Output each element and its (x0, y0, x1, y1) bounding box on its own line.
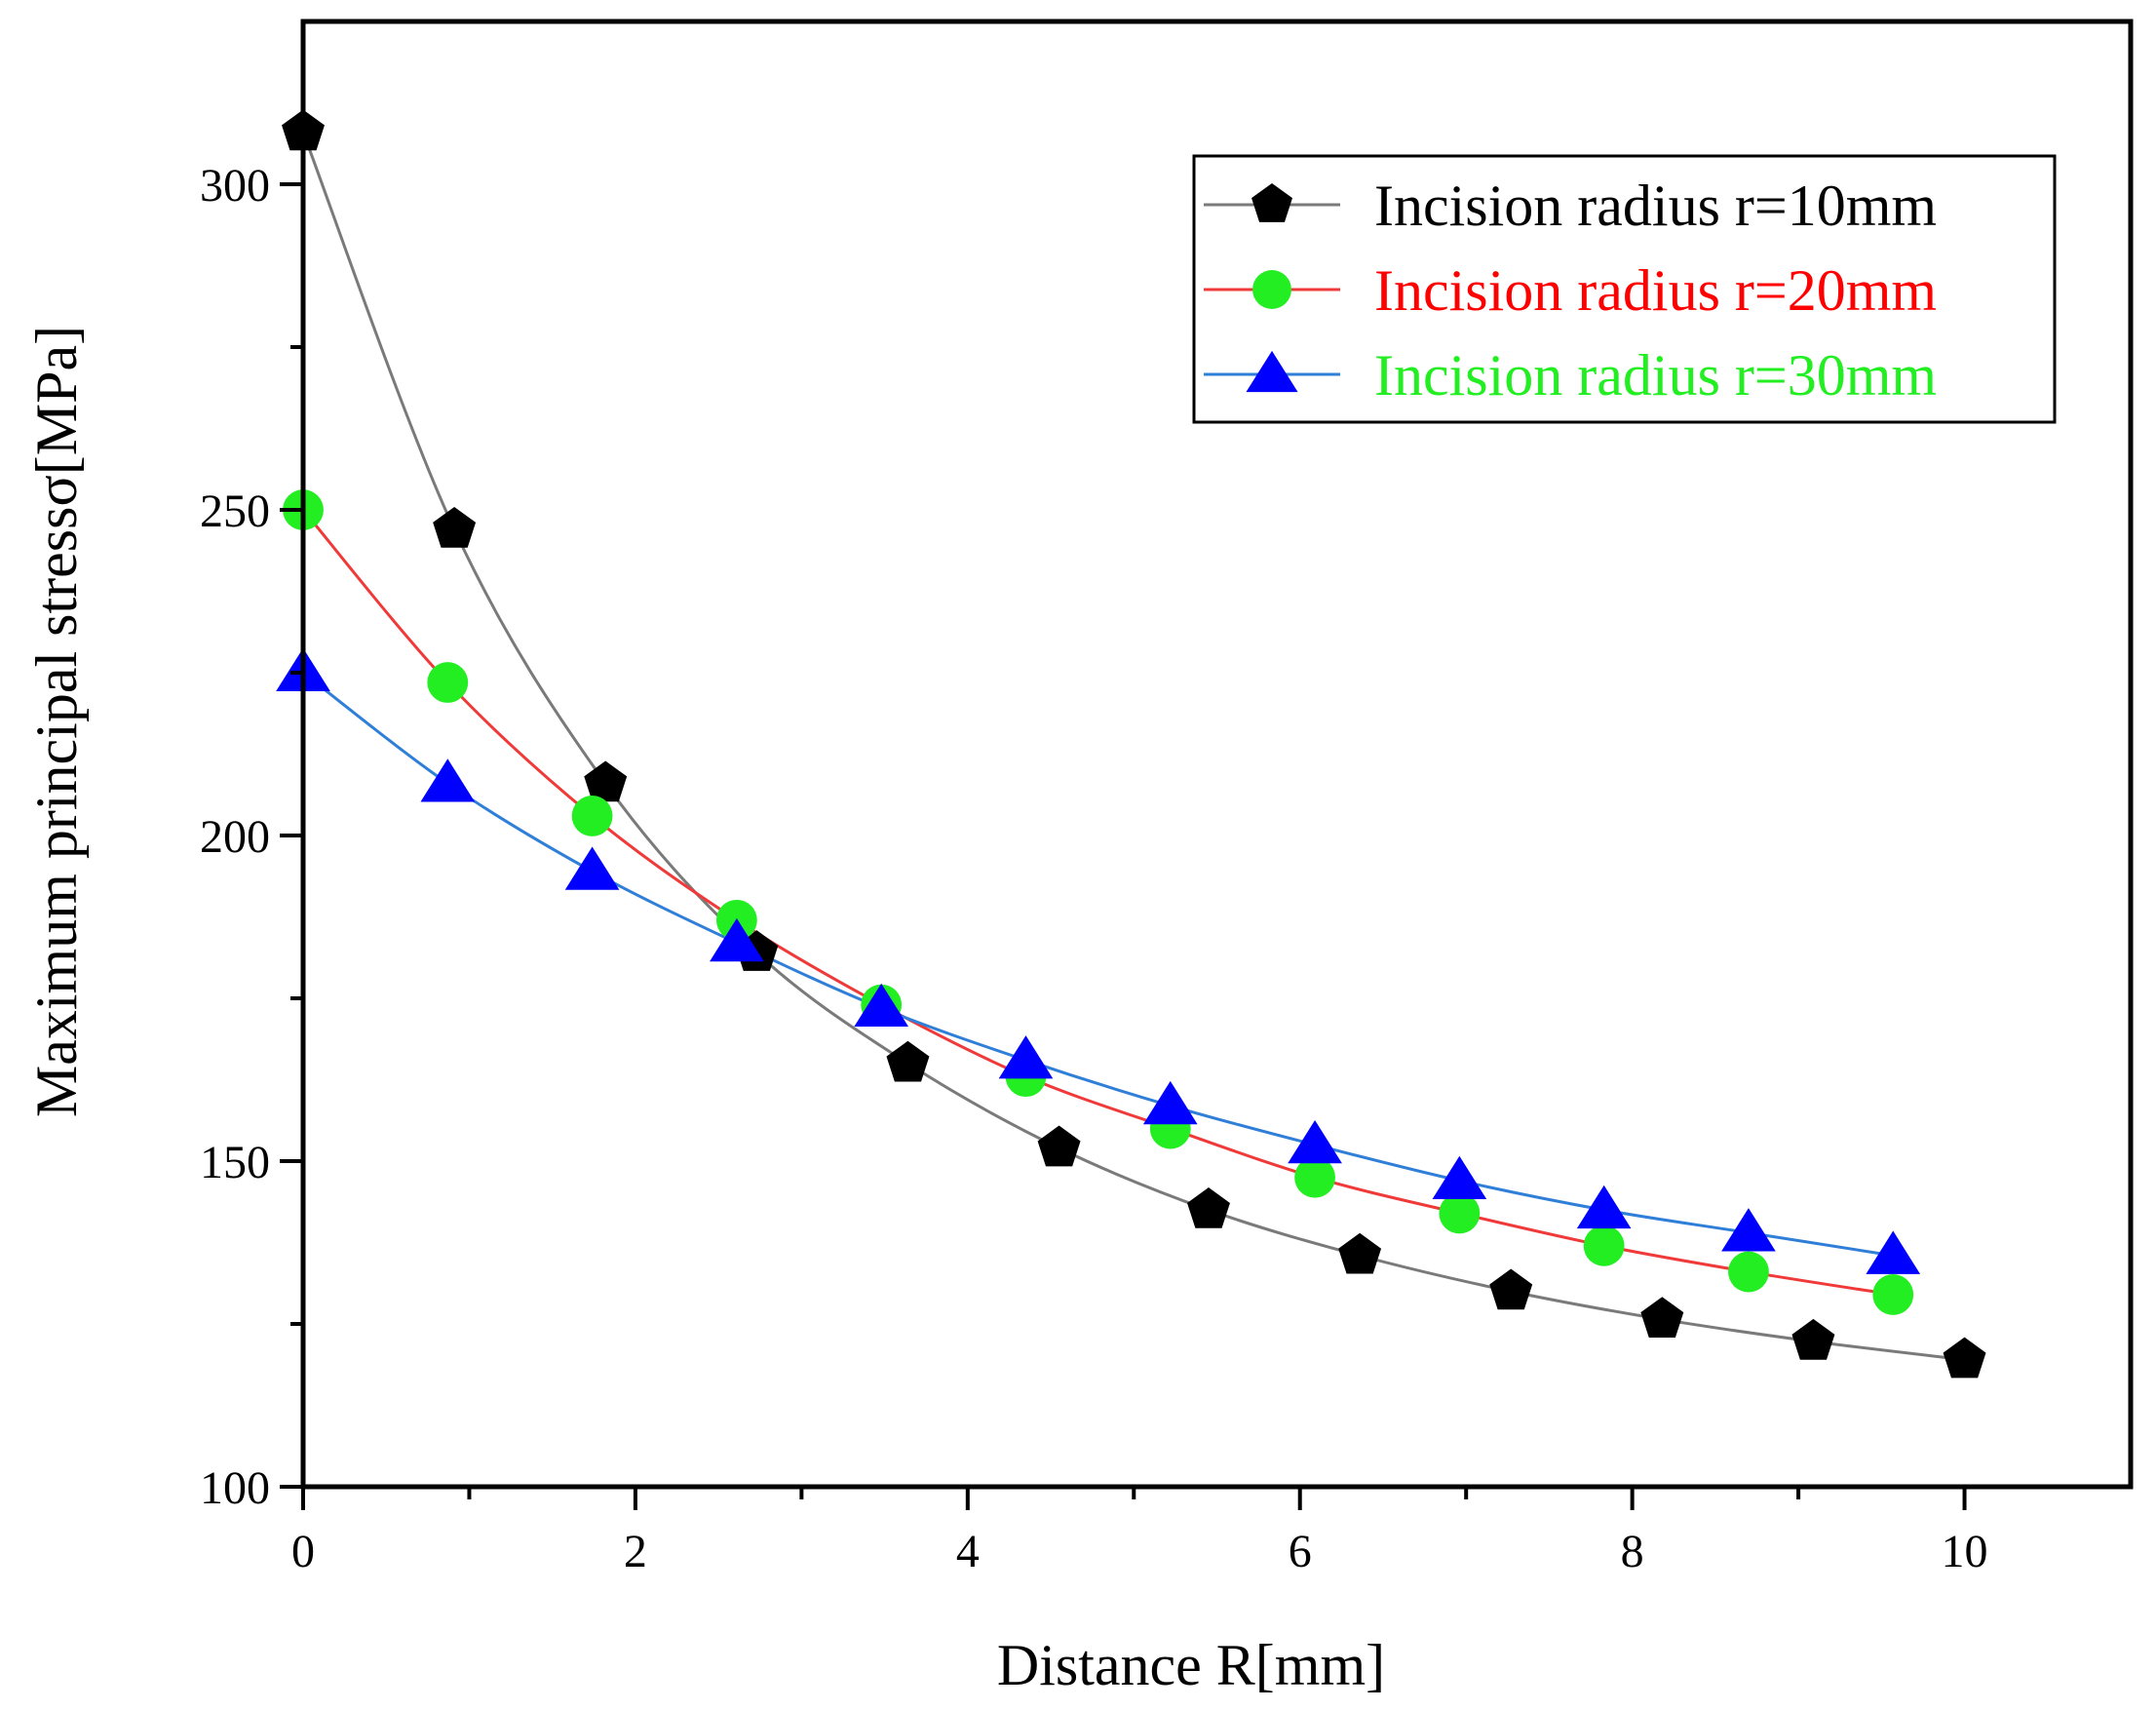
series-3-point (1866, 1230, 1921, 1274)
series-2-point (1439, 1192, 1481, 1234)
legend: Incision radius r=10mm Incision radius r=… (1192, 154, 2057, 424)
legend-label-1: Incision radius r=10mm (1374, 174, 1937, 238)
series-3-point (1432, 1155, 1487, 1200)
series-3-point (1288, 1120, 1342, 1164)
series-1-point (1489, 1268, 1533, 1310)
x-tick-label: 6 (1289, 1526, 1312, 1577)
y-tick-label: 100 (200, 1462, 270, 1514)
series-3-point (854, 983, 909, 1027)
series-3-point (1576, 1185, 1632, 1229)
y-tick-label: 250 (200, 486, 270, 537)
y-tick-label: 200 (200, 811, 270, 863)
series-2-point (1583, 1224, 1625, 1266)
legend-label-2: Incision radius r=20mm (1374, 258, 1937, 323)
axis-tick-labels: 0 2 4 6 8 10 100 150 200 250 300 (200, 160, 1988, 1577)
series-3-point (998, 1035, 1054, 1079)
series-3-point (420, 758, 476, 802)
series-2-point (571, 796, 613, 836)
series-1-point (584, 760, 628, 802)
series-3-point (1721, 1208, 1776, 1252)
series-3-point (1142, 1080, 1198, 1125)
series-1-point (1187, 1187, 1230, 1228)
x-tick-label: 4 (956, 1526, 980, 1577)
series-3-point (564, 846, 620, 890)
series-1-point (433, 506, 477, 548)
series-3-line (302, 671, 1894, 1258)
plot-area-frame (300, 19, 2134, 1490)
x-tick-label: 10 (1942, 1526, 1988, 1577)
y-axis-title: Maximum principal stressσ[MPa] (24, 326, 89, 1117)
x-axis-title: Distance R[mm] (997, 1633, 1385, 1697)
series-1-point (1037, 1125, 1081, 1167)
data-markers (276, 109, 1986, 1379)
series-1-point (1640, 1297, 1684, 1339)
legend-marker-1 (1251, 182, 1292, 222)
legend-marker-3 (1246, 350, 1298, 393)
series-2-line (301, 509, 1894, 1297)
x-tick-label: 0 (291, 1526, 315, 1577)
series-1-point (1943, 1337, 1986, 1379)
x-tick-label: 8 (1621, 1526, 1644, 1577)
legend-label-3: Incision radius r=30mm (1374, 343, 1937, 408)
y-tick-label: 150 (200, 1137, 270, 1188)
series-3-point (710, 917, 764, 962)
series-2-point (1728, 1251, 1769, 1293)
series-2-point (427, 662, 469, 703)
series-2-point (1872, 1274, 1914, 1315)
series-1-point (886, 1040, 930, 1082)
x-tick-label: 2 (624, 1526, 647, 1577)
series-2-point (1294, 1156, 1335, 1198)
legend-marker-2 (1252, 270, 1291, 309)
y-tick-label: 300 (200, 160, 270, 212)
axis-ticks (280, 182, 1967, 1510)
series-1-point (1338, 1232, 1382, 1274)
series-1-point (1791, 1318, 1835, 1360)
